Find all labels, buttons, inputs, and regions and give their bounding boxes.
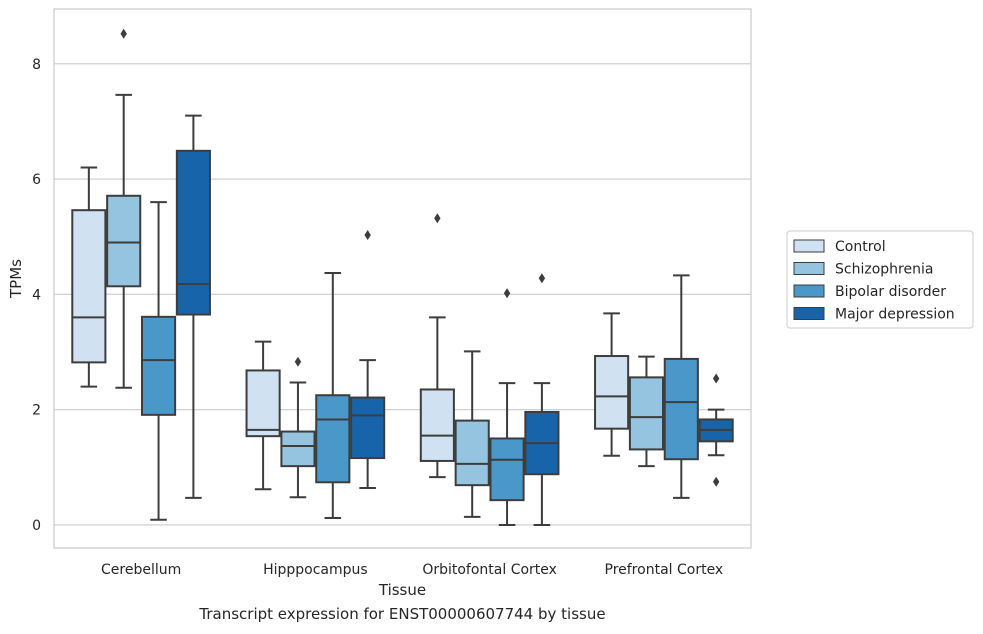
x-tick-label: Hipppocampus	[263, 562, 368, 578]
box-bipolar-disorder	[663, 274, 699, 499]
box-bipolar-disorder	[489, 288, 525, 526]
outlier-point	[503, 288, 511, 299]
box-body	[280, 430, 316, 468]
x-axis-ticks: Cerebellum Hipppocampus Orbitofontal Corte…	[101, 562, 723, 578]
legend-swatch	[793, 239, 825, 253]
outlier-point	[712, 373, 720, 384]
box-plot-area	[71, 28, 734, 526]
outlier-point	[538, 273, 546, 284]
legend-swatch	[793, 262, 825, 275]
outlier-point	[120, 28, 127, 39]
y-axis-ticks: 0 2 4 6 8	[32, 57, 41, 534]
box-body	[489, 437, 525, 502]
box-body	[594, 355, 630, 430]
outlier-point	[294, 356, 302, 367]
legend-label: Major depression	[835, 307, 955, 323]
box-major-depression	[698, 373, 734, 487]
box-major-depression	[175, 114, 211, 499]
legend-label: Bipolar disorder	[835, 284, 946, 300]
y-axis-label: TPMs	[7, 259, 25, 299]
box-body	[419, 388, 455, 462]
box-schizophrenia	[280, 356, 316, 499]
legend-frame	[786, 230, 974, 329]
y-tick-label: 8	[32, 57, 41, 73]
box-body	[315, 394, 351, 484]
legend-swatch	[793, 307, 825, 320]
y-tick-label: 6	[32, 172, 41, 188]
legend: Control Schizophrenia Bipolar disorder Majo…	[786, 230, 974, 329]
box-schizophrenia	[454, 350, 490, 518]
outlier-point	[712, 476, 720, 487]
box-body	[140, 315, 177, 416]
box-bipolar-disorder	[140, 201, 177, 521]
box-body	[663, 357, 699, 461]
box-body	[106, 194, 142, 288]
box-control	[419, 213, 455, 479]
box-schizophrenia	[628, 355, 665, 468]
outlier-point	[364, 229, 371, 240]
box-body	[454, 419, 490, 487]
box-body	[175, 149, 211, 316]
outlier-point	[434, 213, 441, 224]
box-plot-chart: 0 2 4 6 8 Cerebellum Hipppocampus Orbitofontal…	[7, 8, 974, 599]
plot-frame	[53, 8, 752, 549]
x-axis-label: Tissue	[378, 581, 426, 599]
x-tick-label: Prefrontal Cortex	[605, 562, 724, 578]
box-schizophrenia	[106, 28, 142, 389]
legend-label: Schizophrenia	[835, 262, 933, 278]
box-control	[594, 312, 630, 457]
legend-swatch	[793, 284, 825, 298]
box-major-depression	[350, 229, 386, 490]
box-body	[71, 209, 107, 364]
x-tick-label: Orbitofontal Cortex	[422, 562, 557, 578]
chart-caption: Transcript expression for ENST0000060774…	[199, 605, 606, 623]
y-tick-label: 4	[32, 287, 41, 303]
y-tick-label: 2	[32, 403, 41, 419]
legend-label: Control	[835, 239, 886, 255]
box-bipolar-disorder	[315, 272, 351, 520]
box-body	[628, 376, 665, 451]
y-tick-label: 0	[32, 518, 41, 534]
box-body	[245, 369, 281, 438]
box-major-depression	[524, 273, 560, 526]
box-body	[350, 396, 386, 460]
box-control	[71, 166, 107, 388]
box-control	[245, 340, 281, 491]
x-tick-label: Cerebellum	[101, 562, 181, 578]
